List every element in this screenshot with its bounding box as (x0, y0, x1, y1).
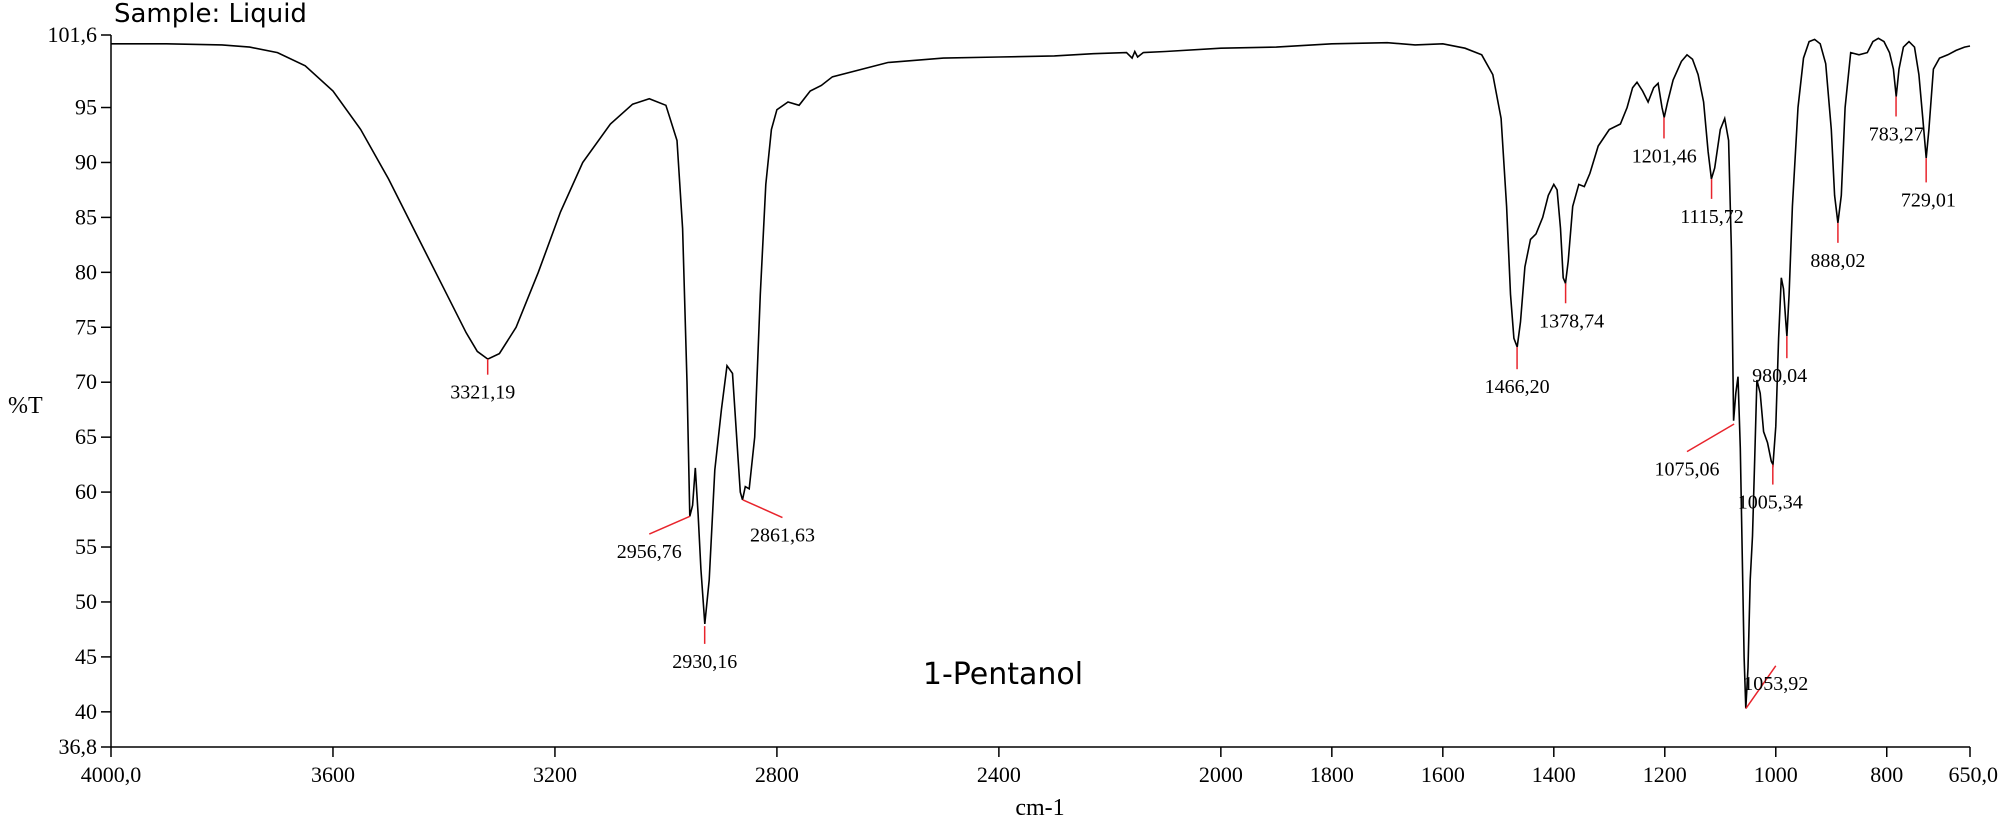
y-tick-label: 65 (75, 424, 97, 449)
peak-label: 1466,20 (1485, 376, 1550, 398)
peak-markers: 3321,19 2956,76 2930,16 2861,63 1466,20 1378,… (450, 96, 1956, 709)
x-tick-label: 1400 (1532, 762, 1576, 787)
compound-label: 1-Pentanol (923, 657, 1083, 692)
y-axis: 101,6 95 90 85 80 75 70 65 60 55 50 45 40 36,8 (48, 22, 112, 759)
sample-label: Sample: Liquid (114, 0, 307, 29)
y-tick-label: 80 (75, 259, 97, 284)
peak-label: 888,02 (1810, 250, 1865, 272)
peak-marker-line (648, 515, 691, 535)
peak-label: 1005,34 (1738, 492, 1803, 514)
peak-label: 1053,92 (1743, 673, 1808, 695)
peak-label: 3321,19 (450, 382, 515, 404)
peak-label: 980,04 (1752, 365, 1807, 387)
spectrum-line (111, 37, 1971, 709)
x-tick-label: 3600 (311, 762, 355, 787)
peak-marker-line (1686, 423, 1735, 453)
peak-label: 1201,46 (1632, 145, 1697, 167)
y-tick-label: 70 (75, 369, 97, 394)
x-tick-label: 1000 (1754, 762, 1798, 787)
y-tick-label: 45 (75, 644, 97, 669)
x-tick-label: 650,0 (1949, 762, 1999, 787)
peak-label: 2930,16 (672, 651, 737, 673)
peak-marker-line (742, 499, 783, 519)
x-tick-label: 4000,0 (81, 762, 142, 787)
x-tick-label: 800 (1870, 762, 1903, 787)
x-axis-title: cm-1 (1015, 795, 1064, 820)
peak-label: 783,27 (1869, 123, 1924, 145)
y-tick-label: 50 (75, 589, 97, 614)
y-axis-title: %T (8, 393, 43, 419)
y-tick-label: 85 (75, 204, 97, 229)
x-tick-label: 1600 (1421, 762, 1465, 787)
x-tick-label: 1800 (1310, 762, 1354, 787)
x-tick-label: 1200 (1643, 762, 1687, 787)
x-tick-label: 2800 (755, 762, 799, 787)
peak-label: 2956,76 (617, 541, 682, 563)
y-tick-label: 101,6 (48, 22, 98, 47)
y-tick-label: 40 (75, 699, 97, 724)
peak-label: 729,01 (1901, 189, 1956, 211)
y-tick-label: 90 (75, 149, 97, 174)
y-tick-label: 36,8 (59, 734, 98, 759)
peak-label: 1378,74 (1539, 310, 1604, 332)
y-tick-label: 75 (75, 314, 97, 339)
x-tick-label: 2000 (1199, 762, 1243, 787)
x-tick-label: 2400 (977, 762, 1021, 787)
peak-marker-line (1745, 665, 1777, 709)
x-tick-label: 3200 (533, 762, 577, 787)
peak-label: 1115,72 (1680, 206, 1744, 228)
x-axis: 4000,0 3600 3200 2800 2400 2000 1800 1600 1400 12… (81, 746, 1999, 787)
y-tick-label: 55 (75, 534, 97, 559)
peak-label: 1075,06 (1654, 459, 1719, 481)
y-tick-label: 95 (75, 95, 97, 120)
y-tick-label: 60 (75, 479, 97, 504)
peak-label: 2861,63 (750, 525, 815, 547)
